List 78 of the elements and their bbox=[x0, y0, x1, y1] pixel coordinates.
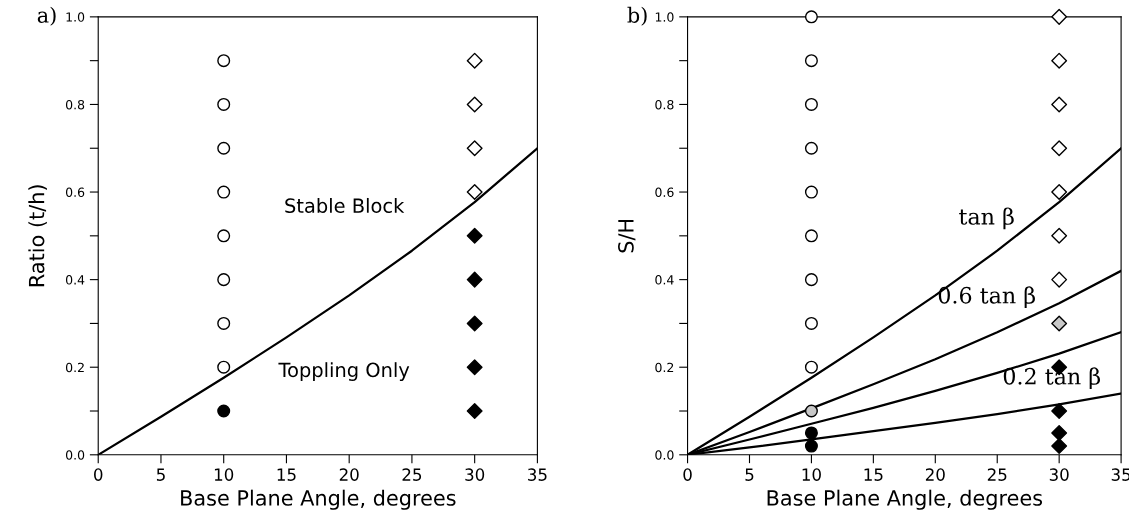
point bbox=[466, 359, 483, 376]
point bbox=[1051, 227, 1068, 244]
point bbox=[1051, 140, 1068, 157]
x-tick-label: 25 bbox=[987, 468, 1007, 481]
point bbox=[1051, 8, 1068, 25]
point bbox=[466, 271, 483, 288]
point bbox=[217, 360, 231, 374]
point bbox=[804, 273, 818, 287]
point bbox=[466, 184, 483, 201]
point bbox=[217, 229, 231, 243]
x-tick-label: 0 bbox=[94, 468, 103, 481]
x-tick-label: 10 bbox=[802, 468, 821, 481]
text: 0.0 bbox=[655, 450, 674, 460]
text: 0.0 bbox=[65, 450, 85, 460]
x-tick-label: 25 bbox=[402, 468, 422, 481]
point bbox=[466, 140, 483, 157]
point bbox=[466, 227, 483, 244]
point bbox=[804, 185, 818, 199]
point bbox=[466, 315, 483, 332]
point bbox=[804, 404, 818, 418]
point bbox=[1051, 52, 1068, 69]
y-axis-title: S/H bbox=[618, 219, 636, 253]
point bbox=[804, 316, 818, 330]
y-tick-label: 0.6 bbox=[65, 187, 85, 197]
x-tick-label: 10 bbox=[214, 468, 234, 481]
y-tick-label: 0.8 bbox=[65, 99, 85, 110]
chart-title: a) bbox=[37, 6, 56, 26]
annotation: 0.6 tan β bbox=[938, 286, 1035, 308]
x-axis-title: Base Plane Angle, degrees bbox=[767, 489, 1043, 510]
x-tick-label: 15 bbox=[864, 468, 883, 481]
y-tick-label: 0.2 bbox=[655, 362, 674, 373]
y-axis-title: Ratio (t/h) bbox=[28, 185, 47, 287]
point bbox=[804, 426, 818, 440]
point bbox=[804, 10, 818, 24]
x-tick-label: 0 bbox=[683, 468, 692, 481]
x-tick-label: 5 bbox=[745, 468, 754, 481]
point bbox=[804, 141, 818, 155]
point bbox=[217, 54, 231, 68]
y-tick-label: 0.6 bbox=[655, 187, 674, 197]
point bbox=[1051, 438, 1068, 455]
point bbox=[804, 229, 818, 243]
x-tick-label: 30 bbox=[465, 468, 485, 481]
point bbox=[1051, 96, 1068, 113]
chart-title: b) bbox=[627, 6, 647, 26]
x-tick-label: 15 bbox=[277, 468, 296, 481]
point bbox=[804, 54, 818, 68]
annotation: tan β bbox=[959, 207, 1014, 230]
point bbox=[466, 96, 483, 113]
point bbox=[217, 185, 231, 199]
x-tick-label: 20 bbox=[925, 468, 945, 481]
y-tick-label: 0.2 bbox=[65, 362, 84, 373]
y-tick-label: 0.4 bbox=[655, 275, 674, 285]
x-tick-label: 20 bbox=[339, 468, 359, 481]
annotation: Stable Block bbox=[285, 197, 405, 214]
point bbox=[217, 97, 231, 111]
x-tick-label: 35 bbox=[528, 468, 547, 481]
point bbox=[217, 273, 231, 287]
point bbox=[466, 403, 483, 419]
point bbox=[1051, 403, 1068, 419]
y-tick-label: 1.0 bbox=[655, 12, 674, 22]
point bbox=[466, 52, 483, 69]
y-tick-label: 0.4 bbox=[65, 275, 85, 285]
x-tick-label: 30 bbox=[1049, 468, 1069, 481]
point bbox=[1051, 271, 1068, 288]
point bbox=[217, 141, 231, 155]
point bbox=[217, 404, 231, 418]
point bbox=[1051, 315, 1068, 332]
x-tick-label: 5 bbox=[156, 468, 165, 481]
y-tick-label: 1.0 bbox=[66, 12, 85, 22]
point bbox=[1051, 424, 1068, 441]
point bbox=[804, 97, 818, 111]
x-axis-title: Base Plane Angle, degrees bbox=[181, 489, 456, 510]
point bbox=[217, 316, 231, 330]
point bbox=[804, 360, 818, 374]
point bbox=[804, 439, 818, 453]
annotation: Toppling Only bbox=[278, 362, 410, 381]
point bbox=[1051, 184, 1068, 201]
y-tick-label: 0.8 bbox=[655, 99, 674, 110]
